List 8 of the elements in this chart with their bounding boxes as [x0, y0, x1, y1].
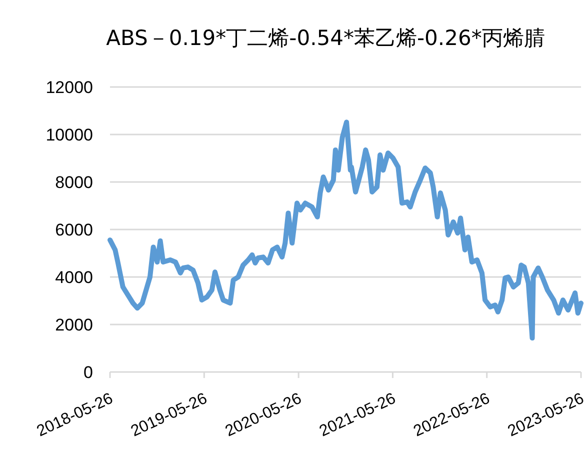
y-tick-label: 0 — [84, 363, 93, 382]
y-tick-label: 12000 — [46, 78, 93, 97]
y-tick-label: 8000 — [55, 173, 93, 192]
y-tick-label: 10000 — [46, 126, 93, 144]
chart-title: ABS－0.19*丁二烯-0.54*苯乙烯-0.26*丙烯腈 — [106, 26, 545, 50]
y-tick-label: 4000 — [55, 268, 93, 287]
y-tick-label: 2000 — [55, 316, 93, 334]
y-tick-label: 6000 — [55, 220, 93, 240]
